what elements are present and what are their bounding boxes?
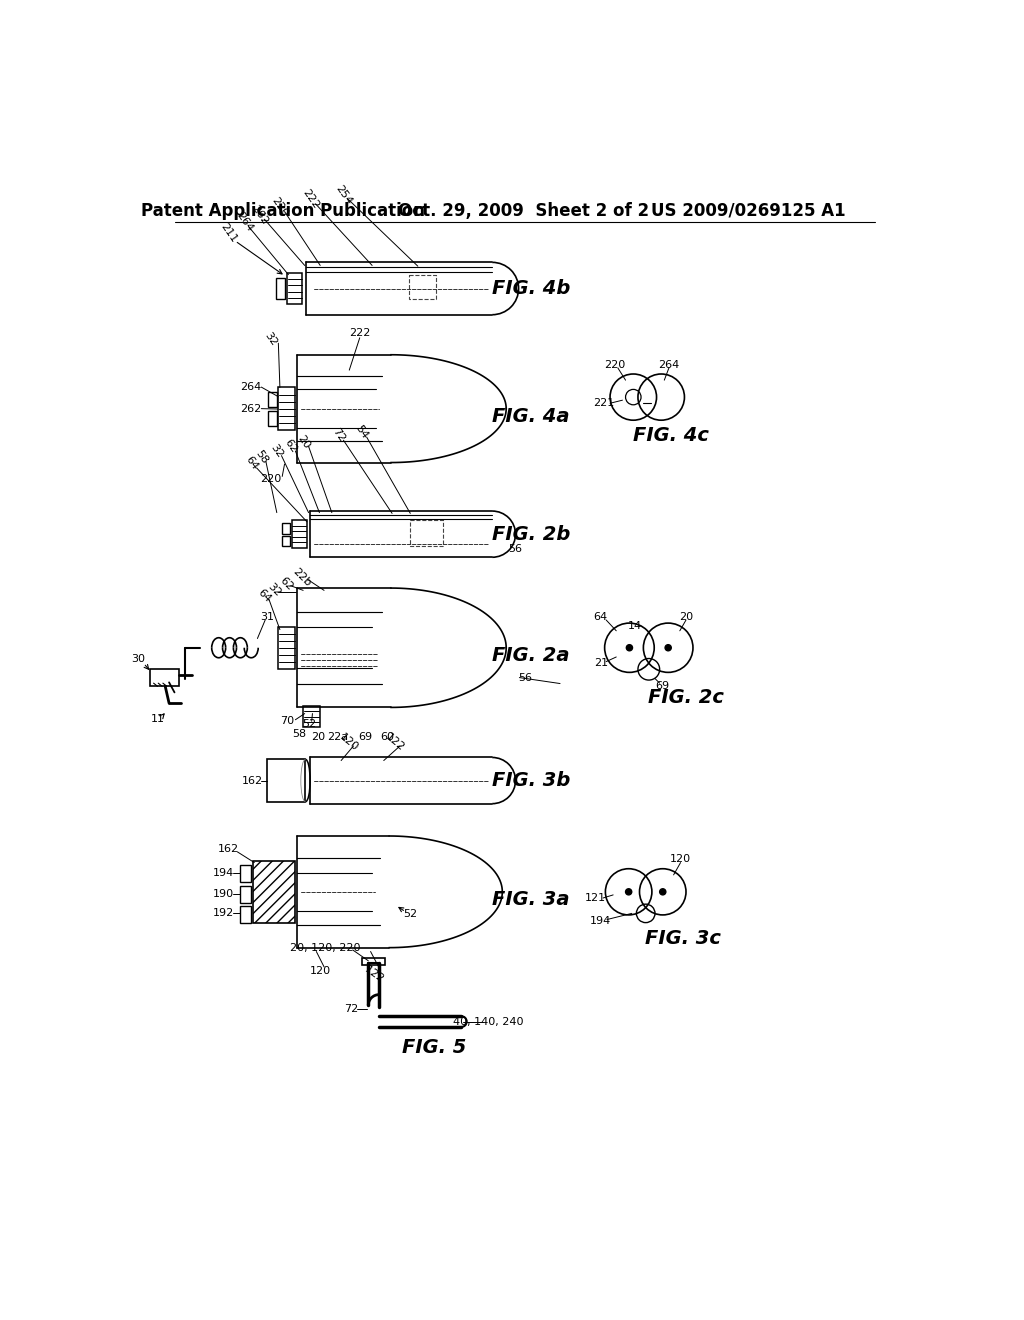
Text: 264: 264 bbox=[241, 381, 262, 392]
Text: 60: 60 bbox=[380, 731, 394, 742]
Text: 262: 262 bbox=[241, 404, 262, 413]
Text: 21: 21 bbox=[594, 659, 608, 668]
Circle shape bbox=[626, 888, 632, 895]
Text: FIG. 3a: FIG. 3a bbox=[493, 890, 569, 909]
Text: 40, 140, 240: 40, 140, 240 bbox=[454, 1016, 523, 1027]
Bar bbox=[283, 524, 290, 535]
Text: 20: 20 bbox=[296, 433, 312, 450]
Text: 190: 190 bbox=[213, 890, 233, 899]
Text: 62: 62 bbox=[278, 576, 295, 591]
Text: 20: 20 bbox=[311, 731, 326, 742]
Bar bbox=[266, 759, 305, 801]
Text: 262: 262 bbox=[250, 203, 270, 226]
Text: 264: 264 bbox=[658, 360, 680, 370]
Bar bbox=[267, 392, 276, 408]
Bar bbox=[362, 958, 385, 965]
Text: 72: 72 bbox=[344, 1005, 358, 1014]
Text: 14: 14 bbox=[628, 622, 642, 631]
Text: 62: 62 bbox=[283, 438, 299, 455]
Circle shape bbox=[665, 644, 672, 651]
Bar bbox=[303, 706, 321, 727]
Text: 30: 30 bbox=[131, 655, 145, 664]
Text: 162: 162 bbox=[243, 776, 263, 785]
Text: 254: 254 bbox=[333, 183, 353, 206]
Text: 64: 64 bbox=[594, 612, 608, 622]
Text: 20: 20 bbox=[679, 612, 693, 622]
Text: 120: 120 bbox=[338, 731, 360, 752]
Bar bbox=[279, 627, 295, 669]
Text: FIG. 4b: FIG. 4b bbox=[492, 279, 570, 298]
Text: 32: 32 bbox=[268, 442, 285, 459]
Bar bbox=[411, 520, 443, 545]
Text: 70: 70 bbox=[281, 717, 295, 726]
Text: 58: 58 bbox=[253, 449, 269, 466]
Bar bbox=[279, 388, 295, 430]
Circle shape bbox=[627, 644, 633, 651]
Text: 22b: 22b bbox=[291, 566, 312, 589]
Bar bbox=[283, 536, 290, 546]
Text: 22a: 22a bbox=[328, 731, 348, 742]
Text: 32: 32 bbox=[262, 331, 279, 348]
Text: 69: 69 bbox=[655, 681, 670, 692]
Text: 192: 192 bbox=[213, 908, 233, 919]
Text: 64: 64 bbox=[244, 454, 260, 473]
Text: FIG. 5: FIG. 5 bbox=[402, 1039, 466, 1057]
Text: 222: 222 bbox=[301, 187, 322, 211]
Text: 69: 69 bbox=[358, 731, 372, 742]
Bar bbox=[267, 411, 276, 426]
Text: 52: 52 bbox=[402, 909, 417, 919]
Text: 20, 120, 220: 20, 120, 220 bbox=[291, 942, 360, 953]
Text: US 2009/0269125 A1: US 2009/0269125 A1 bbox=[650, 202, 846, 219]
Text: 194: 194 bbox=[590, 916, 611, 927]
Text: 64: 64 bbox=[256, 587, 273, 605]
Text: FIG. 2c: FIG. 2c bbox=[648, 688, 724, 708]
Text: 220: 220 bbox=[269, 195, 290, 219]
Text: 221: 221 bbox=[593, 399, 614, 408]
Bar bbox=[276, 277, 286, 300]
Text: 264: 264 bbox=[234, 211, 254, 234]
Bar bbox=[241, 906, 251, 923]
Text: 122: 122 bbox=[384, 731, 407, 752]
Circle shape bbox=[659, 888, 666, 895]
Text: FIG. 2a: FIG. 2a bbox=[493, 645, 569, 665]
Bar bbox=[150, 669, 179, 686]
Text: FIG. 2b: FIG. 2b bbox=[492, 524, 570, 544]
Text: 11: 11 bbox=[151, 714, 165, 723]
Text: 222: 222 bbox=[349, 329, 371, 338]
Bar bbox=[241, 886, 251, 903]
Text: 120: 120 bbox=[670, 854, 691, 865]
Text: 32: 32 bbox=[266, 581, 283, 598]
Text: 31: 31 bbox=[260, 612, 273, 622]
Text: 120: 120 bbox=[309, 966, 331, 975]
Bar bbox=[253, 861, 295, 923]
Text: 220: 220 bbox=[604, 360, 626, 370]
Text: 121: 121 bbox=[585, 894, 606, 903]
Bar bbox=[287, 273, 302, 304]
Text: 72: 72 bbox=[331, 426, 347, 445]
Text: 162: 162 bbox=[217, 845, 239, 854]
Text: 122: 122 bbox=[362, 965, 386, 985]
Text: 220: 220 bbox=[260, 474, 282, 484]
Text: 211: 211 bbox=[218, 222, 239, 244]
Text: FIG. 3c: FIG. 3c bbox=[645, 928, 721, 948]
Text: FIG. 4c: FIG. 4c bbox=[633, 426, 709, 445]
Text: 56: 56 bbox=[518, 673, 532, 682]
Bar bbox=[409, 276, 436, 300]
Text: FIG. 3b: FIG. 3b bbox=[492, 771, 570, 791]
Text: Patent Application Publication: Patent Application Publication bbox=[141, 202, 425, 219]
Bar bbox=[292, 520, 307, 548]
Bar bbox=[241, 865, 251, 882]
Text: FIG. 4a: FIG. 4a bbox=[493, 407, 569, 426]
Text: 194: 194 bbox=[213, 867, 233, 878]
Text: 58: 58 bbox=[292, 730, 306, 739]
Text: 56: 56 bbox=[509, 544, 522, 554]
Text: Oct. 29, 2009  Sheet 2 of 2: Oct. 29, 2009 Sheet 2 of 2 bbox=[397, 202, 649, 219]
Text: 52: 52 bbox=[302, 719, 316, 730]
Text: 54: 54 bbox=[354, 424, 371, 441]
